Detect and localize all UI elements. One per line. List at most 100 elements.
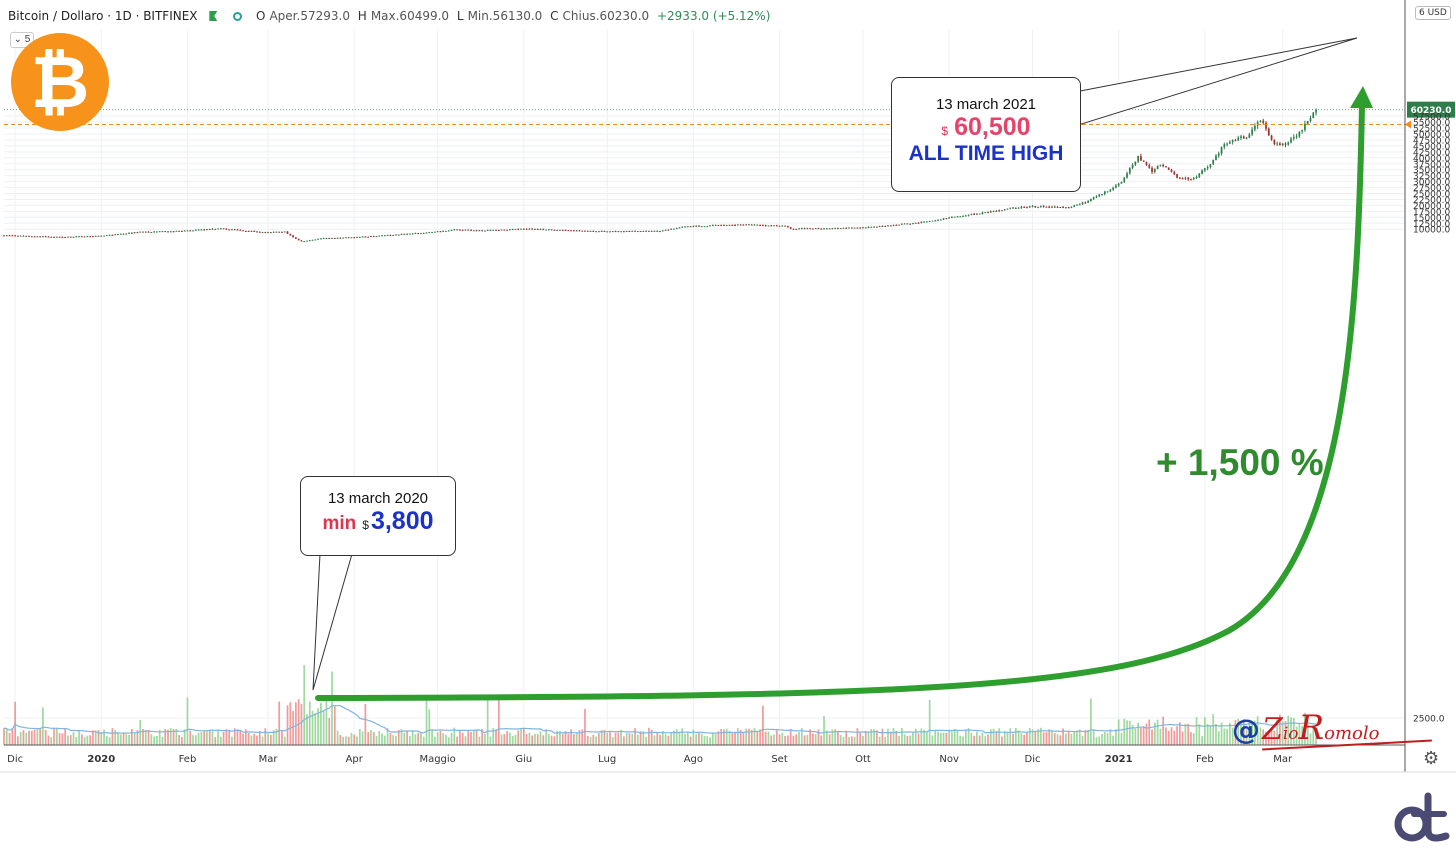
volume-bar (86, 735, 89, 745)
x-tick-label: Nov (939, 754, 959, 765)
candle-body (67, 236, 69, 238)
candle-body (1265, 122, 1267, 129)
candle-body (144, 231, 147, 233)
volume-bar (156, 735, 158, 745)
volume-bar (684, 733, 686, 745)
volume-bar (956, 731, 959, 745)
volume-bar (425, 699, 428, 745)
candle-body (434, 231, 436, 233)
candle-body (764, 225, 767, 227)
volume-bar (25, 732, 28, 745)
volume-bar (581, 729, 584, 745)
volume-bar (1192, 733, 1195, 745)
volume-bar (1020, 733, 1023, 745)
currency-badge[interactable]: 6 USD (1415, 6, 1451, 20)
volume-bar (1298, 724, 1301, 745)
candle-body (567, 230, 570, 232)
volume-bar (964, 729, 967, 745)
volume-bar (1106, 732, 1109, 745)
candle-body (92, 236, 94, 238)
volume-bar (289, 702, 292, 745)
candle-body (178, 230, 180, 232)
volume-bar (1026, 731, 1028, 745)
candle-body (559, 229, 561, 231)
candle-body (1006, 208, 1009, 210)
candle-body (44, 236, 47, 238)
volume-bar (436, 732, 439, 745)
candle-body (203, 229, 206, 231)
volume-bar (634, 728, 636, 745)
volume-bar (211, 731, 214, 745)
volume-bar (1120, 732, 1123, 745)
candle-body (11, 235, 14, 237)
volume-bar (1309, 733, 1312, 745)
volume-bar (72, 732, 75, 745)
candle-body (1059, 207, 1062, 209)
high-date: 13 march 2021 (935, 96, 1037, 113)
volume-bar (136, 730, 139, 745)
candle-body (308, 240, 311, 242)
candle-body (889, 225, 892, 227)
volume-bar (1245, 729, 1248, 745)
candle-body (625, 230, 628, 232)
high-callout: 13 march 2021 $60,500 ALL TIME HIGH (891, 77, 1081, 192)
candle-body (1242, 136, 1245, 139)
volume-bar (806, 734, 809, 745)
candle-body (117, 234, 119, 236)
candle-body (1134, 161, 1137, 165)
reference-lines: 60230.0 (4, 101, 1455, 129)
candle-body (186, 230, 189, 232)
candle-body (103, 235, 105, 237)
candle-body (39, 236, 41, 238)
volume-bar (787, 735, 789, 745)
volume-bar (144, 729, 147, 745)
high-letter: H (357, 9, 367, 23)
candle-body (158, 231, 161, 233)
candle-body (848, 227, 850, 229)
candle-body (717, 224, 720, 226)
gear-icon[interactable]: ⚙ (1423, 748, 1440, 768)
candle-body (1073, 205, 1076, 207)
volume-bar (773, 734, 775, 745)
volume-bar (378, 731, 381, 745)
x-tick-label: Apr (346, 754, 364, 765)
candle-body (486, 229, 489, 231)
volume-bar (859, 731, 862, 745)
candle-body (951, 216, 953, 218)
candle-body (1259, 120, 1262, 123)
volume-bar (798, 731, 800, 745)
candle-body (80, 236, 83, 238)
candle-body (600, 231, 603, 233)
candle-body (206, 229, 208, 231)
candle-body (375, 236, 378, 238)
volume-bar (539, 731, 542, 745)
volume-bar (470, 731, 472, 745)
volume-bar (614, 732, 617, 745)
volume-bar (28, 730, 30, 745)
volume-bar (898, 735, 900, 745)
volume-bar (848, 737, 850, 745)
flag-icon[interactable] (209, 11, 218, 21)
candle-body (939, 219, 942, 221)
candle-body (100, 235, 103, 237)
volume-bar (333, 706, 336, 745)
volume-bar (131, 729, 133, 745)
candle-body (639, 231, 642, 233)
volume-bar (397, 729, 400, 745)
y-tick-label: 17500.0 (1413, 208, 1450, 218)
volume-bar (39, 728, 41, 745)
candle-body (725, 225, 728, 227)
candle-body (795, 228, 798, 230)
candle-body (1217, 153, 1220, 156)
candle-body (525, 228, 528, 230)
candle-body (345, 237, 347, 239)
annotation-overlay (312, 37, 1373, 701)
candle-body (1103, 191, 1106, 195)
symbol-title[interactable]: Bitcoin / Dollaro · 1D · BITFINEX (8, 9, 198, 23)
candle-body (856, 227, 859, 229)
volume-bar (450, 732, 453, 745)
volume-bar (339, 735, 342, 745)
candle-body (664, 229, 667, 231)
volume-bar (261, 736, 264, 745)
